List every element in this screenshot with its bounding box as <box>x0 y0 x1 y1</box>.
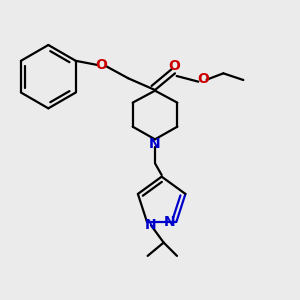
Text: N: N <box>145 218 156 232</box>
Text: O: O <box>168 59 180 73</box>
Text: O: O <box>197 72 209 86</box>
Text: N: N <box>149 137 161 151</box>
Text: N: N <box>164 215 176 229</box>
Text: O: O <box>96 58 108 72</box>
